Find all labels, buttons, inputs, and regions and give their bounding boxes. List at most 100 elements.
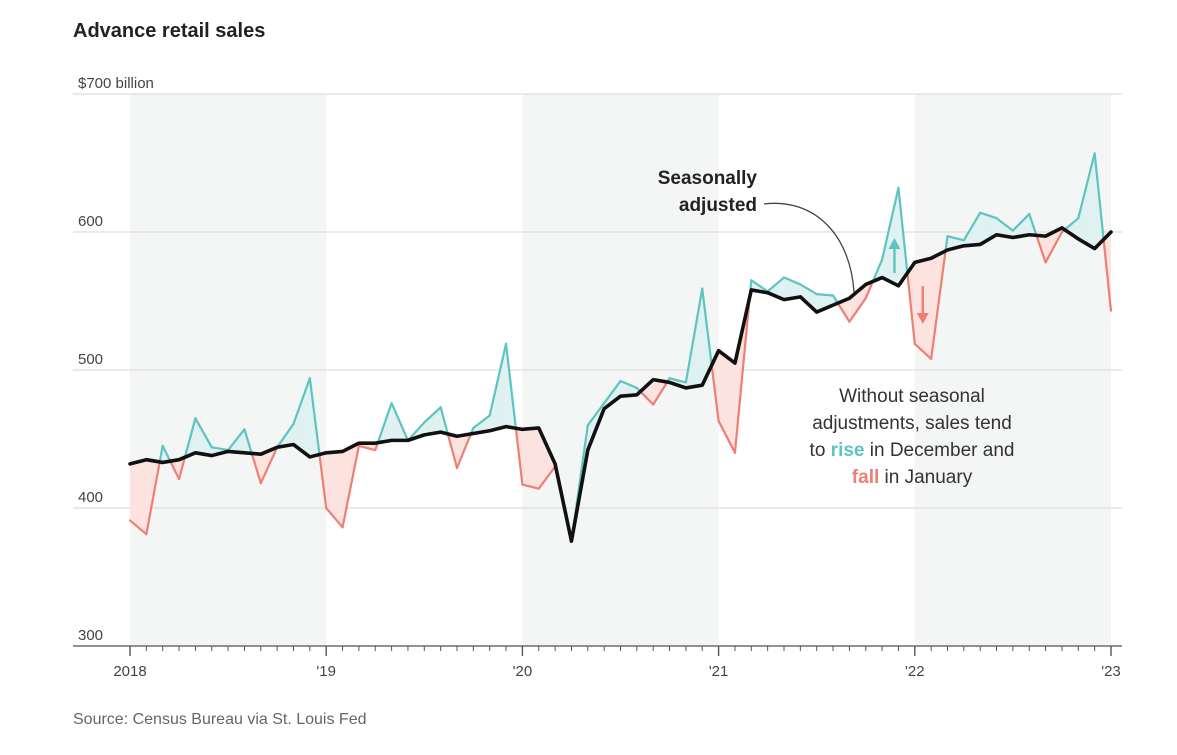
x-tick-label-2022: '22 [905,663,925,680]
diff-fill-54 [1012,214,1030,238]
x-tick-label-2018: 2018 [113,663,146,680]
nsa-segment-52 [979,211,998,220]
note-line1: Without seasonal [839,386,985,407]
nsa-segment-48 [913,342,933,361]
x-tick-label-2019: '19 [316,663,336,680]
nsa-segment-58 [1077,152,1096,220]
nsa-segment-1a [145,460,161,536]
note-fall-word: fall [852,467,879,488]
diff-fill-24 [522,427,539,489]
y-tick-label-300: 300 [78,627,103,644]
nsa-segment-59a [1093,152,1105,241]
nsa-segment-9 [276,422,295,449]
nsa-segment-57b [1063,217,1080,231]
nsa-segment-15b [376,402,393,444]
nsa-segment-23b [514,427,524,486]
nsa-segment-46 [880,186,900,261]
nsa-segment-55a [1028,212,1038,237]
x-tick-label-2021: '21 [709,663,729,680]
nsa-segment-54 [1011,212,1031,232]
chart-title: Advance retail sales [73,20,265,42]
nsa-segment-24 [521,483,540,490]
nsa-segment-33 [668,377,688,384]
nsa-segment-53 [995,217,1015,232]
nsa-segment-14 [357,444,377,452]
nsa-segment-19a [439,406,449,436]
diff-fill-57b [1064,218,1079,239]
rise-arrow-head [888,238,901,249]
nsa-segment-39 [766,276,786,293]
nsa-segment-50 [946,235,965,242]
y-tick-label-500: 500 [78,351,103,368]
y-tick-label-600: 600 [78,213,103,230]
nsa-segment-5 [210,446,230,452]
diff-fill-10 [293,378,310,457]
fall-arrow-head [916,313,929,324]
nsa-segment-44 [848,297,867,323]
nsa-segment-8 [259,446,279,485]
nsa-segment-7b [250,452,262,485]
nsa-segment-41 [799,283,818,296]
series-lines [128,152,1113,543]
diff-fill-42 [816,294,834,313]
diff-fill-41 [800,284,817,313]
nsa-segment-3b [183,417,197,459]
nsa-segment-56 [1044,230,1064,264]
nsa-segment-19b [446,432,459,470]
note-line3: to rise in December and [810,440,1015,461]
nsa-segment-4 [194,417,213,449]
nsa-segment-42 [815,293,835,297]
note-line4-post: in January [879,467,972,488]
annotations [763,202,929,324]
nsa-segment-20a [455,432,473,470]
nsa-segment-43b [836,302,851,323]
seasonally-adjusted-line [128,226,1113,543]
source-note: Source: Census Bureau via St. Louis Fed [73,711,367,728]
nsa-segment-2a [161,444,172,463]
nsa-segment-29 [603,379,622,405]
nsa-segment-30 [619,379,638,390]
diff-fill-12 [326,451,343,528]
x-tick-label-2023: '23 [1101,663,1121,680]
diff-fill-44 [849,284,866,322]
diff-fill-58 [1078,153,1095,249]
nsa-segment-23a [504,342,517,430]
nsa-segment-21 [472,414,491,430]
note-line4: fall in January [852,467,973,488]
nsa-segment-31b [639,390,655,406]
diff-fill-53 [996,218,1013,238]
nsa-segment-7a [243,428,253,455]
note-rise-word: rise [831,440,865,461]
diff-fill-25 [538,427,556,489]
nsa-segment-10 [292,377,311,425]
y-tick-label-400: 400 [78,489,103,506]
nsa-segment-2b [169,460,181,481]
nsa-segment-0 [128,519,148,536]
nsa-segment-45b [871,258,884,283]
nsa-segment-22 [488,342,508,417]
nsa-segment-28 [586,402,606,427]
nsa-segment-17 [406,421,426,442]
x-axis: 2018 '19 '20 '21 '22 '23 [73,645,1122,680]
x-tick-label-2020: '20 [513,663,533,680]
nsa-segment-51 [962,211,982,242]
nsa-segment-55b [1035,234,1047,264]
nsa-segment-18 [423,406,442,424]
nsa-segment-47a [897,186,909,275]
nsa-segment-11a [308,377,321,456]
note-line3-post: in December and [864,440,1014,461]
nsa-segment-1b [158,444,164,464]
nsa-segment-38 [750,279,769,293]
diff-fill-0 [130,459,147,535]
diff-fill-30 [620,381,637,397]
nsa-segment-16 [390,402,410,442]
nsa-segment-59b [1102,238,1113,312]
nsa-segment-36 [717,419,737,454]
y-tick-label-700: $700 billion [78,75,154,92]
nsa-segment-32a [652,380,669,406]
nsa-segment-11b [318,453,328,510]
sa-leader-line [763,202,855,293]
nsa-segment-47b [906,271,916,345]
nsa-segment-25 [537,465,557,490]
